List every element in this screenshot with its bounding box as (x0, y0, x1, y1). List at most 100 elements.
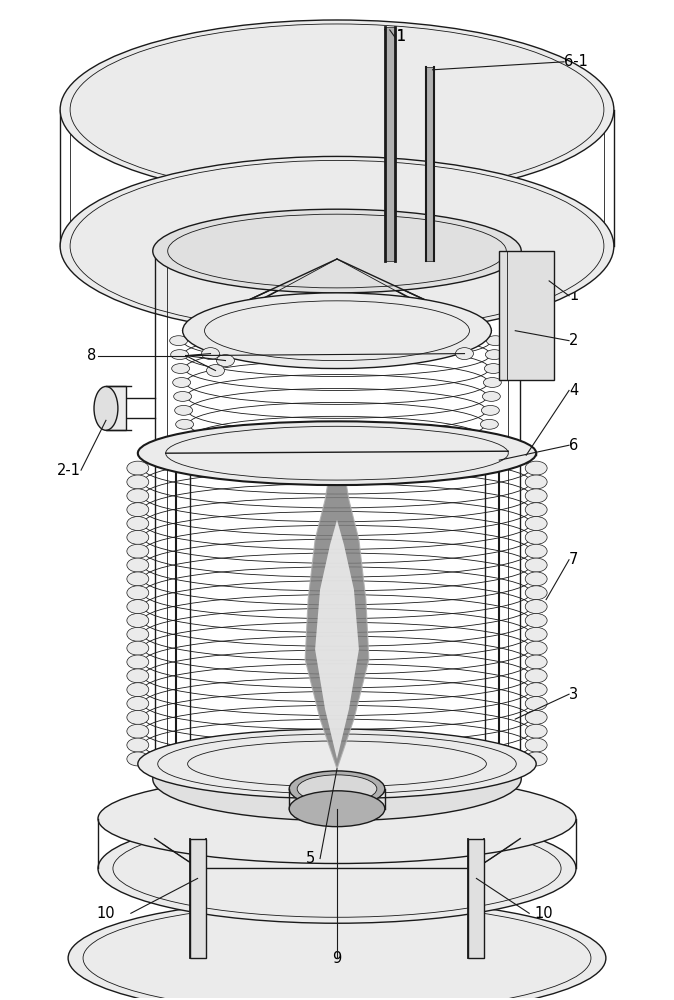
Ellipse shape (525, 641, 547, 655)
Ellipse shape (127, 544, 149, 558)
Text: 2: 2 (569, 333, 578, 348)
Ellipse shape (525, 738, 547, 752)
Ellipse shape (289, 791, 385, 827)
Ellipse shape (525, 710, 547, 724)
Ellipse shape (525, 489, 547, 503)
Ellipse shape (525, 572, 547, 586)
Text: 2-1: 2-1 (57, 463, 81, 478)
Ellipse shape (98, 774, 576, 863)
Ellipse shape (525, 724, 547, 738)
Text: 8: 8 (87, 348, 96, 363)
Ellipse shape (525, 683, 547, 697)
Ellipse shape (483, 391, 500, 401)
Ellipse shape (137, 729, 537, 799)
Text: 5: 5 (305, 851, 315, 866)
Ellipse shape (70, 160, 604, 332)
Text: 10: 10 (535, 906, 553, 921)
Text: 7-1: 7-1 (383, 29, 407, 44)
Ellipse shape (206, 365, 224, 377)
Text: 1: 1 (569, 288, 578, 303)
Ellipse shape (525, 558, 547, 572)
Ellipse shape (202, 348, 220, 360)
Ellipse shape (525, 530, 547, 544)
Text: 3: 3 (569, 687, 578, 702)
Text: 6: 6 (569, 438, 578, 453)
Ellipse shape (127, 752, 149, 766)
Polygon shape (183, 259, 337, 331)
Ellipse shape (483, 378, 501, 387)
Ellipse shape (173, 378, 191, 387)
Ellipse shape (175, 405, 193, 415)
Ellipse shape (174, 391, 191, 401)
Polygon shape (305, 455, 369, 769)
Ellipse shape (297, 775, 377, 803)
Ellipse shape (525, 475, 547, 489)
Ellipse shape (171, 350, 189, 360)
Ellipse shape (216, 355, 235, 367)
Text: 4: 4 (569, 383, 578, 398)
Ellipse shape (127, 461, 149, 475)
Ellipse shape (525, 461, 547, 475)
Ellipse shape (525, 655, 547, 669)
Ellipse shape (127, 613, 149, 627)
Ellipse shape (127, 600, 149, 614)
Ellipse shape (183, 293, 491, 369)
Ellipse shape (525, 613, 547, 627)
Ellipse shape (127, 572, 149, 586)
Ellipse shape (127, 627, 149, 641)
Polygon shape (337, 259, 491, 331)
Ellipse shape (127, 710, 149, 724)
Ellipse shape (525, 669, 547, 683)
Ellipse shape (94, 386, 118, 430)
Ellipse shape (127, 724, 149, 738)
Text: 9: 9 (332, 951, 342, 966)
Ellipse shape (289, 771, 385, 807)
Polygon shape (426, 67, 433, 261)
Ellipse shape (485, 364, 502, 373)
Ellipse shape (60, 20, 614, 199)
Ellipse shape (127, 530, 149, 544)
Ellipse shape (127, 586, 149, 600)
Ellipse shape (127, 558, 149, 572)
Ellipse shape (68, 898, 606, 1000)
Ellipse shape (172, 364, 189, 373)
Ellipse shape (127, 738, 149, 752)
Ellipse shape (525, 517, 547, 530)
Ellipse shape (127, 683, 149, 697)
Ellipse shape (178, 447, 195, 457)
Ellipse shape (525, 544, 547, 558)
Ellipse shape (127, 503, 149, 517)
Ellipse shape (153, 209, 521, 293)
Polygon shape (155, 769, 520, 839)
Ellipse shape (127, 655, 149, 669)
Ellipse shape (127, 669, 149, 683)
Ellipse shape (177, 433, 195, 443)
Ellipse shape (127, 475, 149, 489)
Ellipse shape (456, 348, 473, 360)
Ellipse shape (60, 156, 614, 336)
Polygon shape (315, 520, 359, 759)
Ellipse shape (127, 517, 149, 530)
Polygon shape (106, 386, 126, 430)
Ellipse shape (127, 641, 149, 655)
Ellipse shape (479, 447, 496, 457)
Ellipse shape (525, 600, 547, 614)
Ellipse shape (487, 336, 504, 346)
Ellipse shape (127, 697, 149, 711)
Ellipse shape (127, 489, 149, 503)
Ellipse shape (525, 503, 547, 517)
Ellipse shape (176, 419, 193, 429)
Ellipse shape (98, 814, 576, 923)
Ellipse shape (481, 419, 498, 429)
Text: 10: 10 (96, 906, 115, 921)
Ellipse shape (525, 752, 547, 766)
Ellipse shape (525, 697, 547, 711)
Text: 7: 7 (569, 552, 578, 567)
Ellipse shape (170, 336, 187, 346)
Text: 6-1: 6-1 (564, 54, 588, 69)
Text: 7-1: 7-1 (383, 29, 407, 44)
Polygon shape (385, 27, 395, 261)
Ellipse shape (485, 350, 503, 360)
Ellipse shape (525, 586, 547, 600)
Polygon shape (468, 839, 485, 958)
